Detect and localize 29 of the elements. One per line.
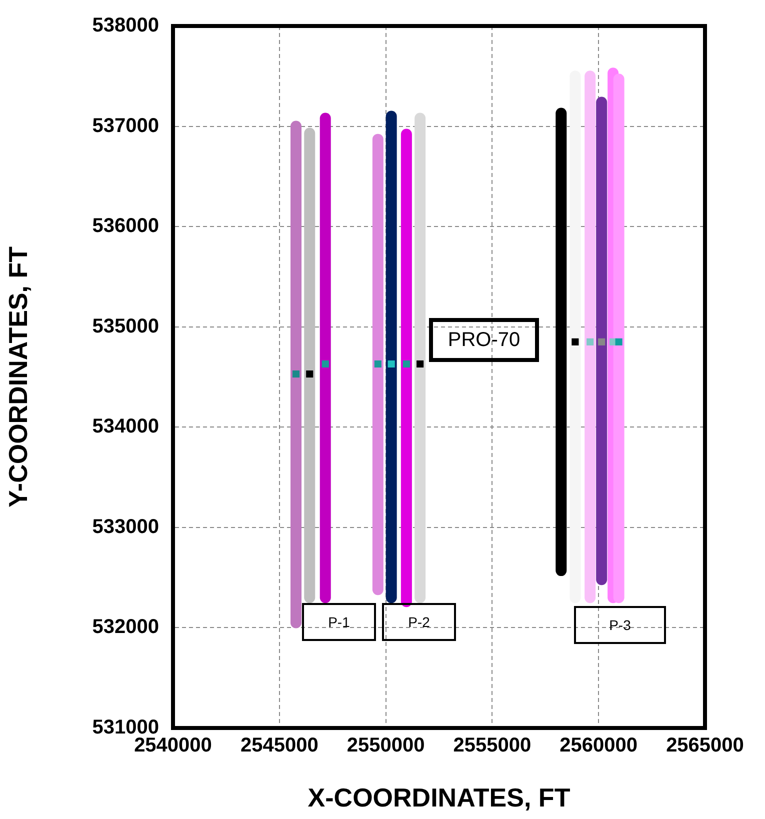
x-tick-label: 2560000 (560, 734, 638, 757)
y-tick-label: 537000 (92, 114, 159, 137)
y-tick-label: 533000 (92, 516, 159, 538)
x-tick-label: 2550000 (346, 734, 425, 757)
x-tick-label: 2565000 (666, 734, 744, 757)
y-tick-label: 535000 (92, 315, 159, 338)
x-axis-title: X-COORDINATES, FT (308, 782, 570, 813)
point (306, 370, 314, 378)
point (322, 360, 329, 368)
x-tick-label: 2555000 (453, 734, 532, 757)
point (374, 360, 382, 368)
annotation: P-3 (574, 606, 666, 644)
point (292, 370, 300, 378)
point (388, 360, 395, 368)
annotation: P-1 (302, 603, 376, 641)
point (402, 360, 410, 368)
annotation: PRO-70 (429, 318, 539, 362)
point (572, 338, 579, 346)
point (615, 338, 622, 346)
annotation: P-2 (382, 603, 456, 641)
point (416, 360, 424, 368)
point (586, 338, 594, 346)
y-tick-label: 538000 (92, 14, 159, 37)
x-tick-label: 2545000 (240, 734, 318, 757)
y-tick-label: 536000 (92, 215, 159, 238)
y-axis-title: Y-COORDINATES, FT (2, 246, 33, 508)
y-tick-label: 532000 (92, 616, 159, 638)
point (598, 338, 606, 346)
y-tick-label: 534000 (92, 416, 159, 438)
